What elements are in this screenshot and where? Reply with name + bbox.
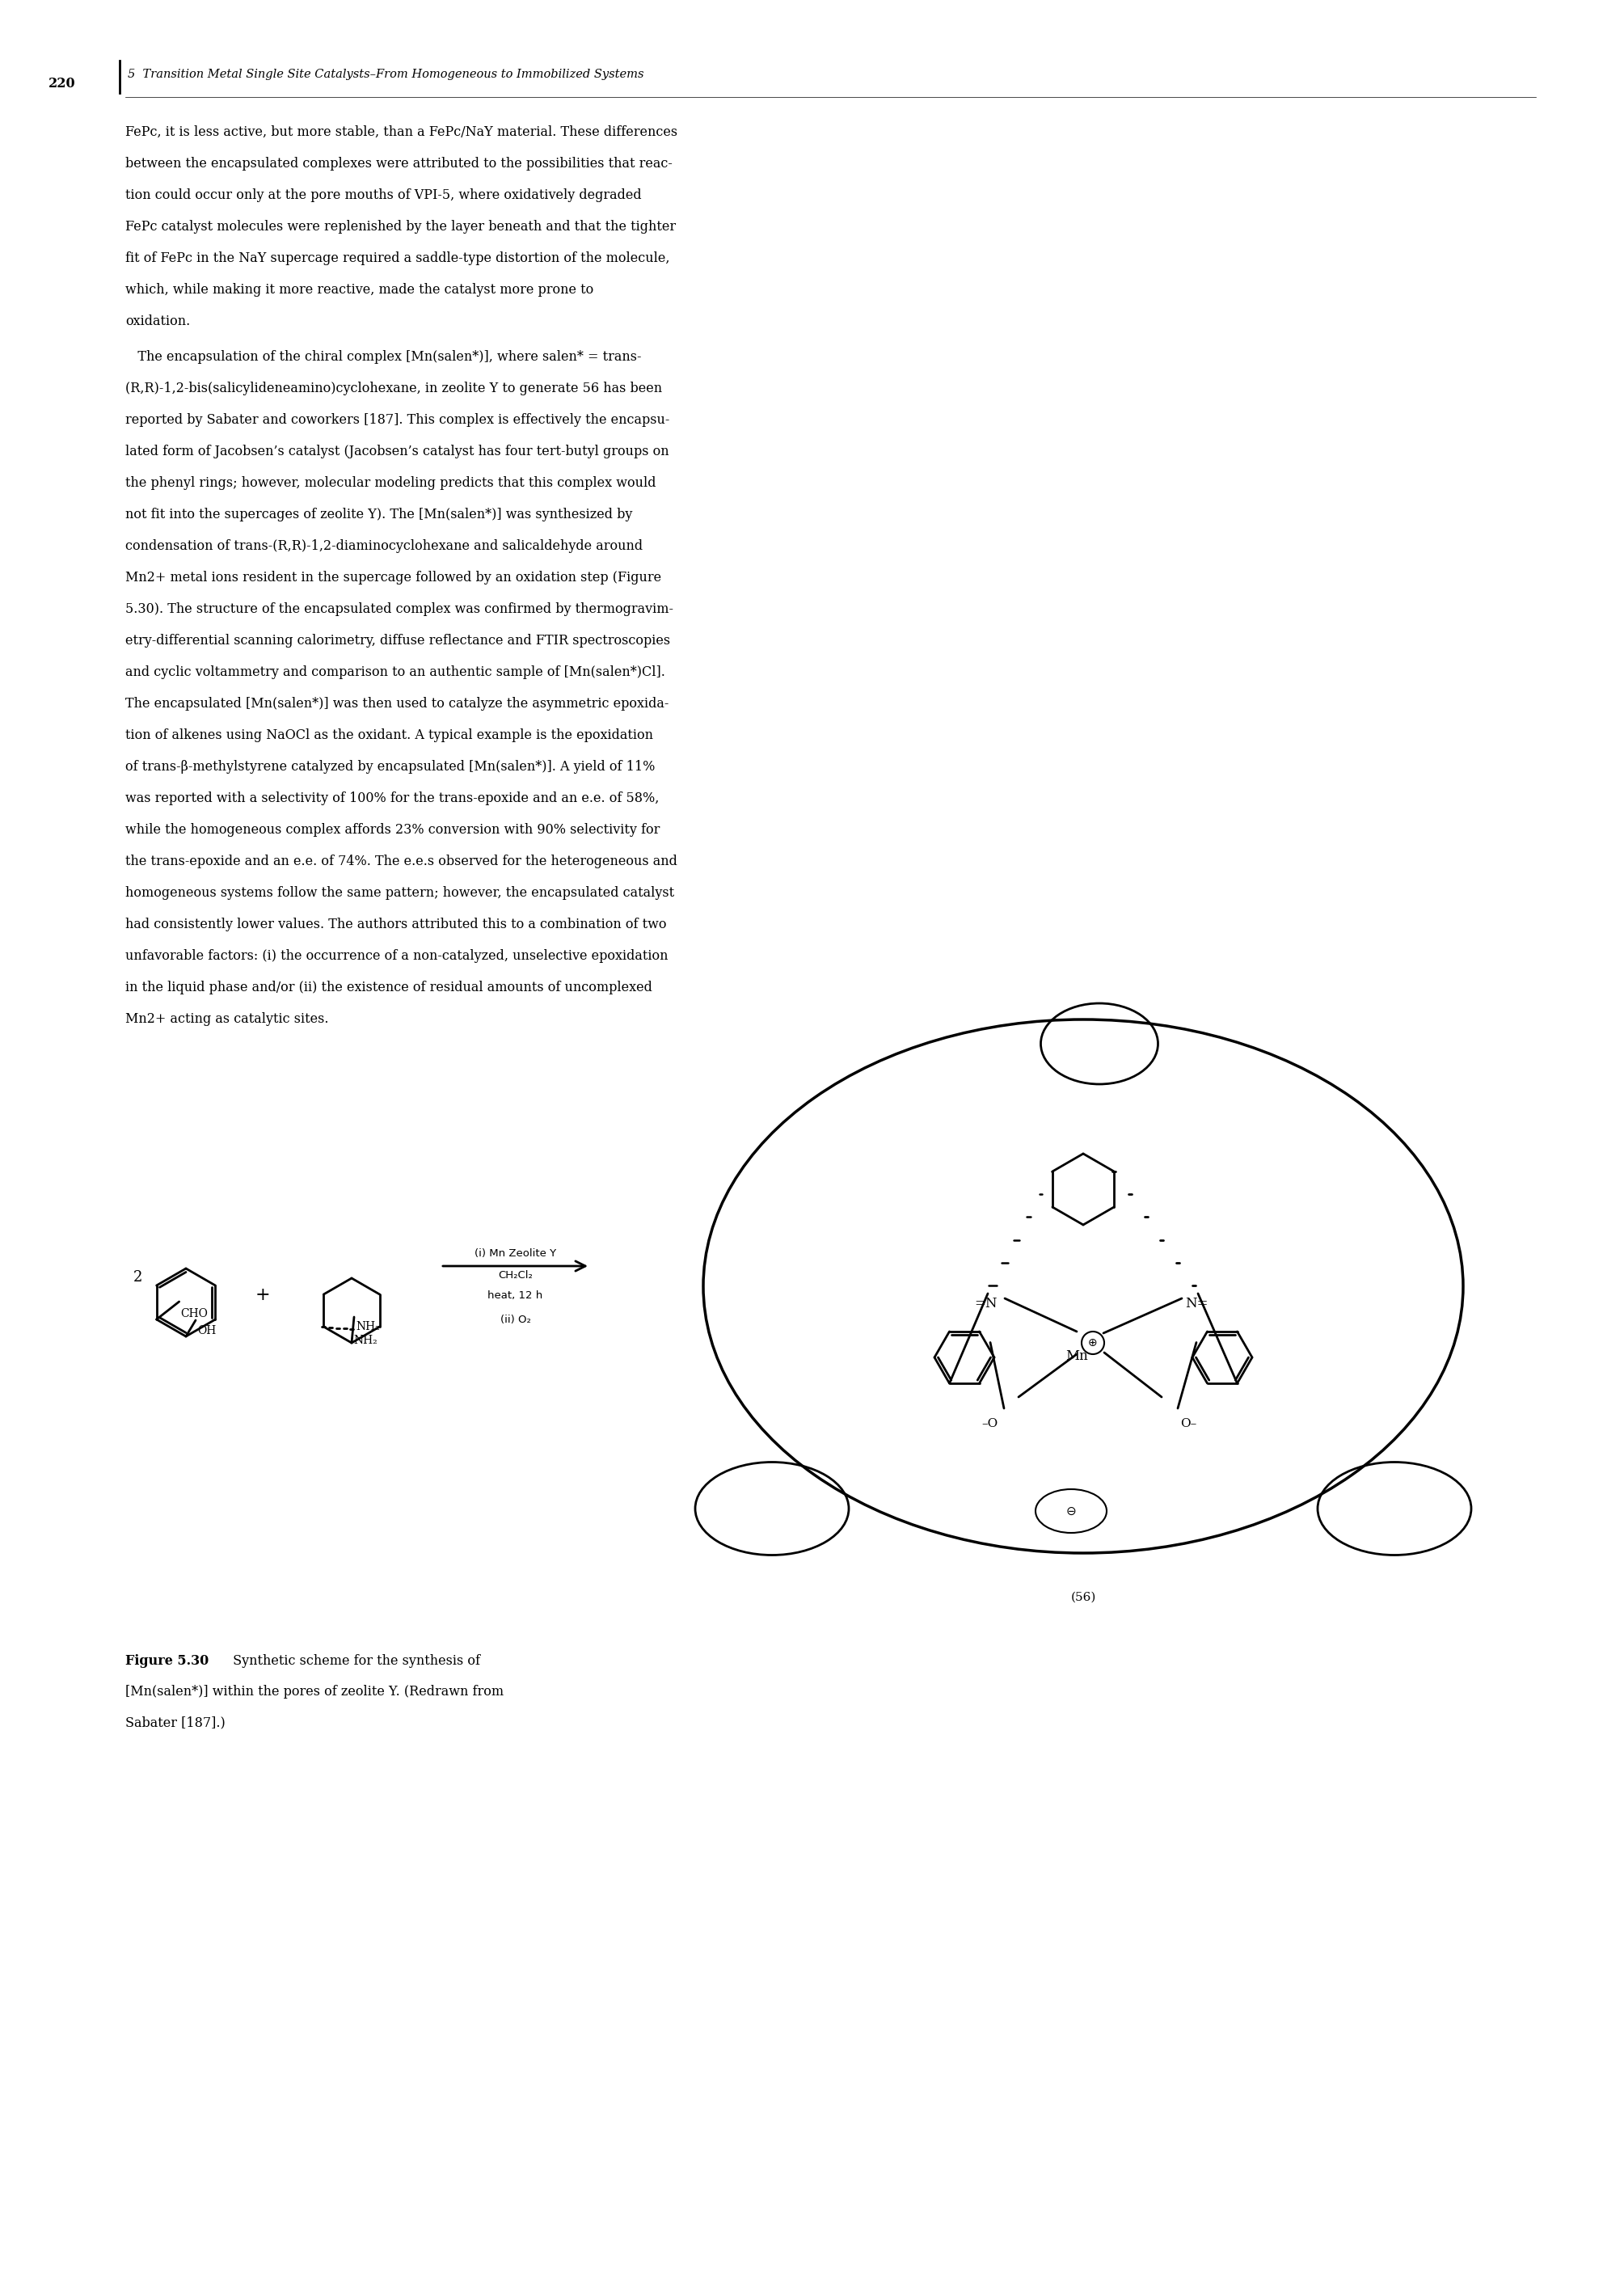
Text: was reported with a selectivity of 100% for the trans-epoxide and an e.e. of 58%: was reported with a selectivity of 100% … xyxy=(125,791,659,804)
Text: 2: 2 xyxy=(133,1270,143,1284)
Text: (56): (56) xyxy=(1070,1593,1096,1602)
Text: tion could occur only at the pore mouths of VPI-5, where oxidatively degraded: tion could occur only at the pore mouths… xyxy=(125,188,641,202)
Text: (R,R)-1,2-bis(salicylideneamino)cyclohexane, in zeolite Y to generate 56 has bee: (R,R)-1,2-bis(salicylideneamino)cyclohex… xyxy=(125,380,663,394)
Text: FePc, it is less active, but more stable, than a FePc/NaY material. These differ: FePc, it is less active, but more stable… xyxy=(125,126,677,140)
Text: Mn2+ acting as catalytic sites.: Mn2+ acting as catalytic sites. xyxy=(125,1013,328,1027)
Text: tion of alkenes using NaOCl as the oxidant. A typical example is the epoxidation: tion of alkenes using NaOCl as the oxida… xyxy=(125,729,653,743)
Text: 5.30). The structure of the encapsulated complex was confirmed by thermogravim-: 5.30). The structure of the encapsulated… xyxy=(125,603,674,617)
Text: the phenyl rings; however, molecular modeling predicts that this complex would: the phenyl rings; however, molecular mod… xyxy=(125,477,656,490)
Text: O–: O– xyxy=(1181,1419,1197,1430)
Text: Figure 5.30: Figure 5.30 xyxy=(125,1655,209,1669)
Text: (i) Mn Zeolite Y: (i) Mn Zeolite Y xyxy=(474,1249,555,1258)
Text: –O: –O xyxy=(981,1419,997,1430)
Text: while the homogeneous complex affords 23% conversion with 90% selectivity for: while the homogeneous complex affords 23… xyxy=(125,823,659,837)
Text: (ii) O₂: (ii) O₂ xyxy=(500,1316,531,1325)
Text: not fit into the supercages of zeolite Y). The [Mn(salen*)] was synthesized by: not fit into the supercages of zeolite Y… xyxy=(125,509,632,523)
Text: heat, 12 h: heat, 12 h xyxy=(487,1290,542,1302)
Text: oxidation.: oxidation. xyxy=(125,314,190,328)
Text: had consistently lower values. The authors attributed this to a combination of t: had consistently lower values. The autho… xyxy=(125,917,666,931)
Text: fit of FePc in the NaY supercage required a saddle-type distortion of the molecu: fit of FePc in the NaY supercage require… xyxy=(125,252,669,266)
Text: NH₂: NH₂ xyxy=(356,1320,380,1332)
Text: between the encapsulated complexes were attributed to the possibilities that rea: between the encapsulated complexes were … xyxy=(125,156,672,170)
Text: the trans-epoxide and an e.e. of 74%. The e.e.s observed for the heterogeneous a: the trans-epoxide and an e.e. of 74%. Th… xyxy=(125,855,677,869)
Text: 220: 220 xyxy=(49,78,76,92)
Text: condensation of trans-(R,R)-1,2-diaminocyclohexane and salicaldehyde around: condensation of trans-(R,R)-1,2-diaminoc… xyxy=(125,539,643,552)
Text: N=: N= xyxy=(1186,1297,1208,1311)
Text: of trans-β-methylstyrene catalyzed by encapsulated [Mn(salen*)]. A yield of 11%: of trans-β-methylstyrene catalyzed by en… xyxy=(125,761,654,775)
Text: in the liquid phase and/or (ii) the existence of residual amounts of uncomplexed: in the liquid phase and/or (ii) the exis… xyxy=(125,981,653,995)
Text: reported by Sabater and coworkers [187]. This complex is effectively the encapsu: reported by Sabater and coworkers [187].… xyxy=(125,413,669,426)
Text: CH₂Cl₂: CH₂Cl₂ xyxy=(499,1270,533,1281)
Text: FePc catalyst molecules were replenished by the layer beneath and that the tight: FePc catalyst molecules were replenished… xyxy=(125,220,676,234)
Text: OH: OH xyxy=(197,1325,216,1336)
Text: lated form of Jacobsen’s catalyst (Jacobsen’s catalyst has four tert-butyl group: lated form of Jacobsen’s catalyst (Jacob… xyxy=(125,445,669,458)
Text: The encapsulation of the chiral complex [Mn(salen*)], where salen* = trans-: The encapsulation of the chiral complex … xyxy=(125,351,641,364)
Text: NH₂: NH₂ xyxy=(354,1334,378,1345)
Text: which, while making it more reactive, made the catalyst more prone to: which, while making it more reactive, ma… xyxy=(125,282,593,296)
Text: CHO: CHO xyxy=(180,1309,208,1320)
Text: [Mn(salen*)] within the pores of zeolite Y. (Redrawn from: [Mn(salen*)] within the pores of zeolite… xyxy=(125,1685,503,1698)
Text: Sabater [187].): Sabater [187].) xyxy=(125,1717,226,1728)
Text: Mn2+ metal ions resident in the supercage followed by an oxidation step (Figure: Mn2+ metal ions resident in the supercag… xyxy=(125,571,661,584)
Text: +: + xyxy=(255,1286,270,1304)
Text: The encapsulated [Mn(salen*)] was then used to catalyze the asymmetric epoxida-: The encapsulated [Mn(salen*)] was then u… xyxy=(125,697,669,711)
Text: ⊕: ⊕ xyxy=(1088,1336,1098,1348)
Text: =N: =N xyxy=(974,1297,997,1311)
Text: unfavorable factors: (i) the occurrence of a non-catalyzed, unselective epoxidat: unfavorable factors: (i) the occurrence … xyxy=(125,949,667,963)
Text: Mn: Mn xyxy=(1065,1350,1088,1364)
Text: homogeneous systems follow the same pattern; however, the encapsulated catalyst: homogeneous systems follow the same patt… xyxy=(125,887,674,901)
Text: and cyclic voltammetry and comparison to an authentic sample of [Mn(salen*)Cl].: and cyclic voltammetry and comparison to… xyxy=(125,665,666,678)
Text: Synthetic scheme for the synthesis of: Synthetic scheme for the synthesis of xyxy=(229,1655,481,1669)
Text: 5  Transition Metal Single Site Catalysts–From Homogeneous to Immobilized System: 5 Transition Metal Single Site Catalysts… xyxy=(128,69,643,80)
Text: etry-differential scanning calorimetry, diffuse reflectance and FTIR spectroscop: etry-differential scanning calorimetry, … xyxy=(125,635,671,649)
Text: ⊖: ⊖ xyxy=(1065,1506,1077,1517)
